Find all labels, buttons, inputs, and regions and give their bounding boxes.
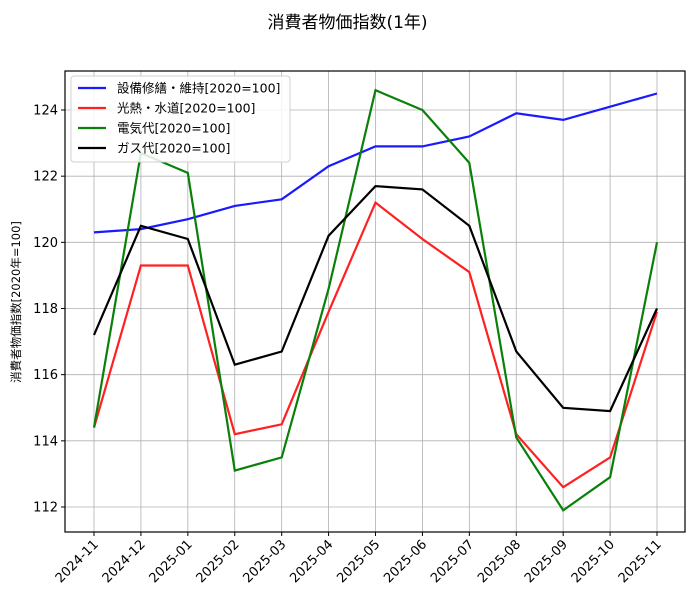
x-tick-label: 2025-01 [147, 537, 196, 586]
y-tick-label: 124 [33, 104, 58, 119]
legend-entry: 光熱・水道[2020=100] [117, 101, 255, 116]
y-tick-label: 116 [33, 368, 58, 383]
legend-entry: ガス代[2020=100] [117, 141, 230, 156]
legend-entry: 設備修繕・維持[2020=100] [117, 81, 280, 96]
x-tick-label: 2025-06 [381, 537, 430, 586]
chart-title: 消費者物価指数(1年) [267, 13, 428, 33]
y-tick-label: 114 [33, 434, 58, 449]
x-tick-label: 2025-07 [428, 537, 477, 586]
x-axis-ticks: 2024-112024-122025-012025-022025-032025-… [53, 532, 665, 586]
y-tick-label: 120 [33, 236, 58, 251]
legend: 設備修繕・維持[2020=100] 光熱・水道[2020=100] 電気代[2020… [70, 75, 291, 163]
y-tick-label: 112 [33, 501, 58, 516]
x-tick-label: 2025-03 [240, 537, 289, 586]
series-line-2 [92, 88, 659, 512]
x-tick-label: 2025-08 [475, 537, 524, 586]
series-line-0 [93, 92, 658, 234]
y-axis-ticks: 112 114 116 118 120 122 124 [33, 104, 65, 516]
legend-entry: 電気代[2020=100] [117, 121, 230, 136]
x-tick-label: 2025-11 [616, 537, 665, 586]
y-axis-label: 消費者物価指数[2020年=100] [9, 221, 23, 383]
y-tick-label: 118 [33, 302, 58, 317]
x-tick-label: 2025-09 [522, 537, 571, 586]
x-tick-label: 2025-10 [569, 537, 618, 586]
x-tick-label: 2025-04 [287, 537, 336, 586]
legend-box [70, 75, 291, 163]
y-tick-label: 122 [33, 170, 58, 185]
series-line-1 [92, 200, 659, 489]
x-tick-label: 2024-12 [100, 537, 149, 586]
x-tick-label: 2024-11 [53, 537, 102, 586]
x-tick-label: 2025-05 [334, 537, 383, 586]
series-lines [92, 88, 659, 512]
x-tick-label: 2025-02 [194, 537, 243, 586]
series-line-3 [92, 184, 659, 413]
